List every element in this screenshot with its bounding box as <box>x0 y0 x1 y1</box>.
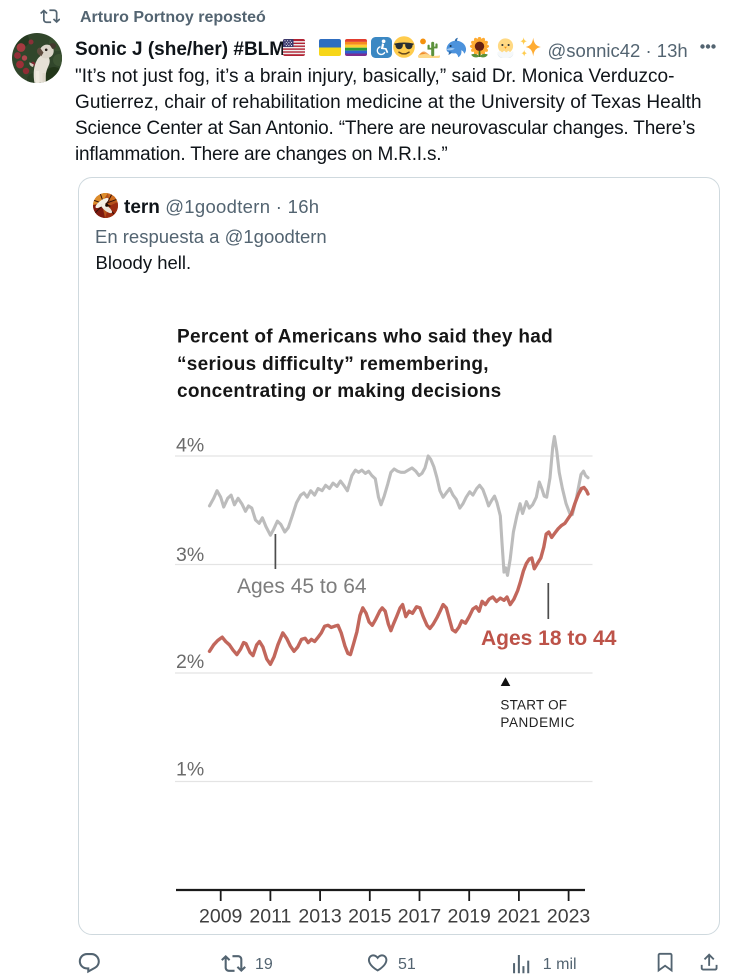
svg-text:concentrating or making decisi: concentrating or making decisions <box>177 381 502 402</box>
svg-text:2009: 2009 <box>199 906 242 928</box>
svg-text:3%: 3% <box>176 544 204 566</box>
svg-text:Percent of Americans who said: Percent of Americans who said they had <box>177 327 553 348</box>
svg-text:4%: 4% <box>176 435 204 457</box>
svg-text:“serious difficulty” rememberi: “serious difficulty” remembering, <box>177 354 489 375</box>
svg-text:START OF: START OF <box>500 698 567 713</box>
svg-text:2%: 2% <box>176 651 204 673</box>
svg-text:1%: 1% <box>176 759 204 781</box>
svg-text:2017: 2017 <box>398 906 441 928</box>
svg-text:PANDEMIC: PANDEMIC <box>500 715 575 730</box>
svg-text:2011: 2011 <box>249 906 291 928</box>
svg-text:2015: 2015 <box>348 906 392 928</box>
svg-text:2019: 2019 <box>448 906 491 928</box>
svg-text:Ages 45 to 64: Ages 45 to 64 <box>237 575 367 598</box>
svg-text:2021: 2021 <box>497 906 540 928</box>
svg-text:Ages 18 to 44: Ages 18 to 44 <box>481 627 617 650</box>
svg-text:2013: 2013 <box>298 906 341 928</box>
svg-text:2023: 2023 <box>547 906 590 928</box>
